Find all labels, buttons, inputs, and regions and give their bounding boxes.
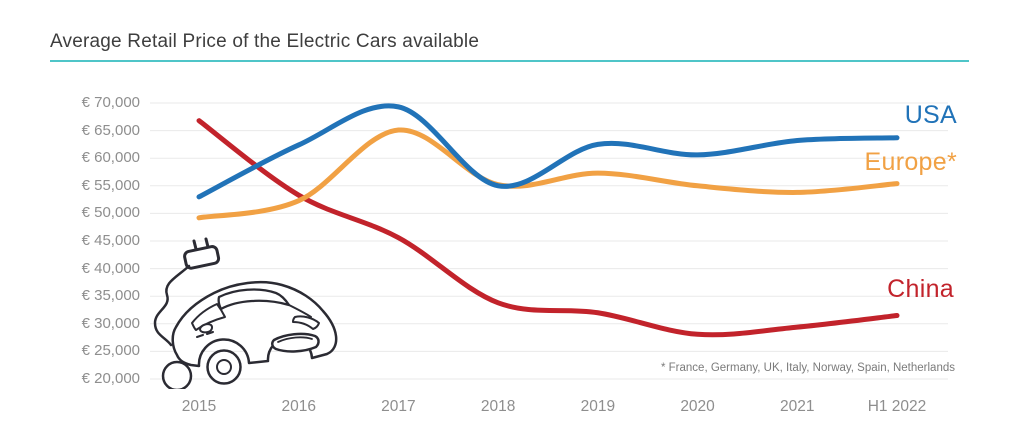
door-detail	[196, 331, 214, 338]
y-axis-tick-label: € 25,000	[81, 342, 140, 360]
series-label-china: China	[887, 275, 954, 303]
y-axis-tick-label: € 20,000	[81, 370, 140, 387]
hood-crease	[288, 304, 312, 318]
y-axis-tick-label: € 60,000	[81, 149, 140, 167]
chart-title: Average Retail Price of the Electric Car…	[50, 31, 480, 52]
line-europe	[196, 127, 900, 221]
front-wheel	[206, 349, 242, 385]
x-axis-tick-label: 2017	[381, 398, 416, 415]
charging-cable	[153, 264, 191, 347]
car-outline	[171, 280, 338, 368]
charging-plug-icon	[153, 237, 221, 347]
europe-footnote: * France, Germany, UK, Italy, Norway, Sp…	[660, 362, 955, 374]
x-axis-tick-label: 2016	[281, 398, 316, 415]
line-usa	[196, 103, 900, 200]
y-axis-tick-label: € 45,000	[81, 232, 140, 249]
x-axis-tick-label: H1 2022	[867, 398, 927, 415]
side-window	[191, 303, 226, 331]
y-axis-tick-label: € 35,000	[81, 287, 140, 305]
y-axis-tick-label: € 30,000	[81, 314, 140, 332]
y-axis-tick-label: € 55,000	[81, 176, 140, 194]
car-body	[161, 280, 338, 389]
title-underline	[50, 60, 969, 62]
series-label-usa: USA	[904, 101, 957, 129]
side-mirror	[199, 323, 213, 334]
y-axis-tick-label: € 70,000	[81, 94, 140, 111]
x-axis-tick-label: 2019	[580, 398, 616, 415]
rear-wheel	[161, 360, 193, 389]
y-axis-tick-label: € 40,000	[81, 259, 140, 277]
grille	[271, 332, 320, 353]
y-axis-tick-label: € 50,000	[81, 204, 140, 222]
x-axis-tick-label: 2018	[480, 398, 516, 415]
y-axis-tick-label: € 65,000	[81, 121, 140, 139]
headlight	[292, 315, 320, 330]
grille-detail	[277, 336, 313, 343]
x-axis-tick-label: 2021	[780, 398, 815, 415]
x-axis-tick-label: 2015	[181, 398, 217, 415]
electric-car-illustration	[153, 237, 338, 389]
x-axis-tick-label: 2020	[680, 398, 715, 415]
series-label-europe: Europe*	[864, 148, 957, 176]
front-wheel-hub	[216, 359, 232, 375]
